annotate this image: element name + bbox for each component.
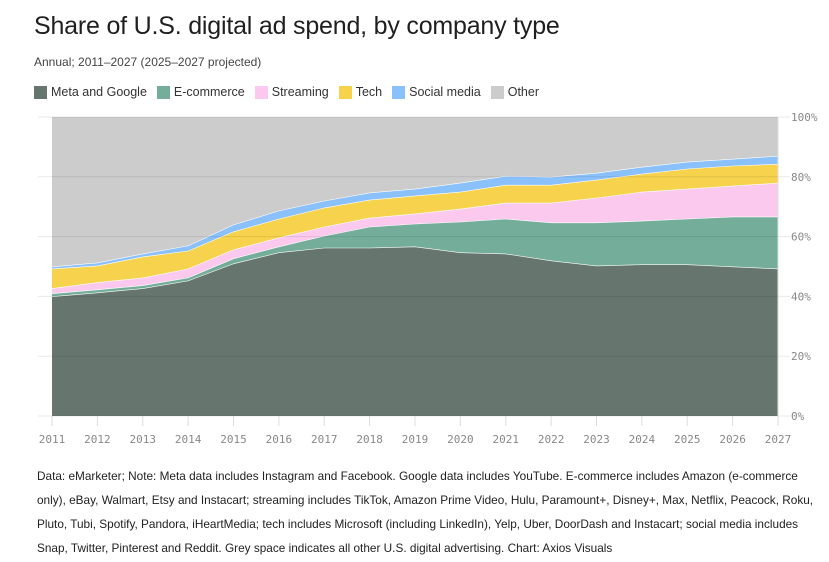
- area-layers: [51, 117, 779, 416]
- legend-swatch: [392, 85, 406, 99]
- x-tick-label: 2018: [356, 433, 383, 446]
- legend-item-tech: Tech: [338, 85, 383, 99]
- x-tick-label: 2011: [39, 433, 66, 446]
- x-tick-label: 2023: [583, 433, 610, 446]
- chart-title: Share of U.S. digital ad spend, by compa…: [34, 12, 560, 40]
- legend-swatch: [156, 85, 170, 99]
- x-tick-label: 2027: [765, 433, 792, 446]
- y-tick-label: 20%: [791, 350, 811, 363]
- chart-subtitle: Annual; 2011–2027 (2025–2027 projected): [34, 55, 262, 69]
- y-tick-label: 0%: [791, 410, 805, 423]
- x-tick-label: 2025: [674, 433, 701, 446]
- y-tick-label: 60%: [791, 231, 811, 244]
- footnote: Data: eMarketer; Note: Meta data include…: [37, 469, 814, 555]
- x-tick-label: 2020: [447, 433, 474, 446]
- x-axis: 2011 2012 2013 2014 2015 2016 2017 2018 2019 2020…: [39, 416, 792, 446]
- y-tick-label: 80%: [791, 171, 811, 184]
- legend-item-ecommerce: E-commerce: [156, 85, 245, 99]
- area-other: [52, 117, 778, 267]
- x-tick-label: 2022: [538, 433, 565, 446]
- legend-label: Social media: [409, 85, 481, 99]
- stacked-area-chart: 2011 2012 2013 2014 2015 2016 2017 2018 2019 2020…: [38, 111, 818, 446]
- legend-swatch: [254, 85, 268, 99]
- legend-item-meta-google: Meta and Google: [34, 85, 147, 99]
- legend-label: Tech: [355, 85, 383, 99]
- area-streaming: [52, 182, 778, 294]
- x-tick-label: 2019: [402, 433, 429, 446]
- area-tech: [52, 163, 778, 289]
- legend-item-streaming: Streaming: [254, 85, 329, 99]
- gridlines: [38, 116, 790, 417]
- legend-label: Streaming: [271, 85, 329, 99]
- x-tick-label: 2013: [130, 433, 157, 446]
- x-tick-label: 2014: [175, 433, 202, 446]
- legend-item-other: Other: [490, 85, 539, 99]
- legend: Meta and Google E-commerce Streaming Tec…: [34, 85, 549, 99]
- area-meta-and-google: [52, 246, 778, 416]
- x-tick-label: 2024: [629, 433, 656, 446]
- y-tick-label: 100%: [791, 111, 818, 124]
- x-tick-label: 2026: [719, 433, 746, 446]
- legend-swatch: [338, 85, 352, 99]
- x-tick-label: 2015: [220, 433, 247, 446]
- y-tick-label: 40%: [791, 290, 811, 303]
- legend-label: E-commerce: [173, 85, 245, 99]
- y-axis: 0% 20% 40% 60% 80% 100%: [777, 111, 818, 426]
- x-tick-label: 2012: [84, 433, 111, 446]
- x-tick-label: 2021: [493, 433, 520, 446]
- legend-swatch: [34, 85, 47, 99]
- area-e-commerce: [52, 216, 778, 297]
- x-tick-label: 2016: [266, 433, 293, 446]
- legend-label: Meta and Google: [51, 85, 147, 99]
- legend-label: Other: [507, 85, 539, 99]
- legend-item-social-media: Social media: [392, 85, 481, 99]
- legend-swatch: [490, 85, 504, 99]
- x-tick-label: 2017: [311, 433, 338, 446]
